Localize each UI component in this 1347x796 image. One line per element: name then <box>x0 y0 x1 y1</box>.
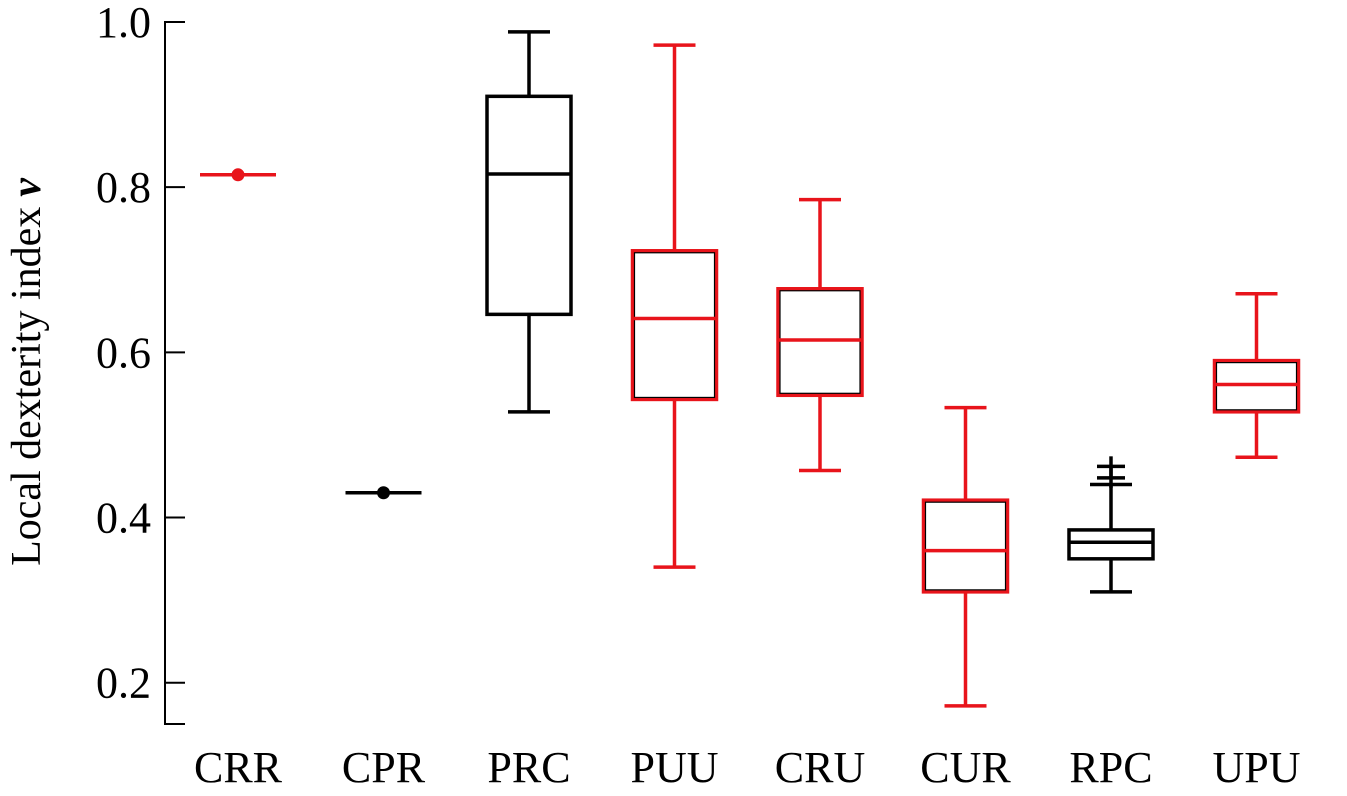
y-axis-title-symbol: v <box>4 177 50 197</box>
series-crr <box>200 168 276 182</box>
data-point <box>377 486 390 500</box>
x-tick-label-cpr: CPR <box>342 743 426 792</box>
y-tick-label-0.8: 0.8 <box>96 163 151 212</box>
y-tick-label-0.4: 0.4 <box>96 494 151 543</box>
axes <box>164 21 185 725</box>
x-tick-label-cur: CUR <box>920 743 1011 792</box>
y-tick-label-0.2: 0.2 <box>96 659 151 708</box>
x-tick-label-upu: UPU <box>1212 743 1300 792</box>
iqr-box-inner <box>633 252 716 399</box>
x-tick-label-rpc: RPC <box>1069 743 1152 792</box>
iqr-box-inner <box>779 290 861 394</box>
series-cru <box>776 197 864 473</box>
plot-marks <box>200 30 1301 708</box>
iqr-box <box>630 249 719 402</box>
x-tick-label-puu: PUU <box>630 743 718 792</box>
y-tick-label-1.0: 1.0 <box>96 0 151 47</box>
x-tick-label-prc: PRC <box>487 743 570 792</box>
series-cpr <box>345 486 422 500</box>
iqr-box-inner <box>924 501 1007 591</box>
series-puu <box>630 43 719 569</box>
series-upu <box>1212 291 1301 459</box>
series-rpc <box>1067 456 1155 594</box>
iqr-box <box>921 498 1010 594</box>
iqr-box <box>776 287 864 398</box>
data-point <box>231 168 245 182</box>
x-tick-label-cru: CRU <box>775 743 865 792</box>
series-prc <box>485 30 573 414</box>
axis-labels: 0.2 0.4 0.6 0.8 1.0 CRR CPR PRC PUU CRU CUR RPC UPU <box>96 0 1301 792</box>
iqr-box <box>485 94 573 317</box>
y-axis-title: Local dexterity index v <box>4 177 50 566</box>
y-tick-label-0.6: 0.6 <box>96 328 151 377</box>
y-axis-title-text: Local dexterity index <box>4 207 50 566</box>
series-cur <box>921 405 1010 708</box>
x-tick-label-crr: CRR <box>194 743 283 792</box>
iqr-box <box>1067 528 1155 561</box>
